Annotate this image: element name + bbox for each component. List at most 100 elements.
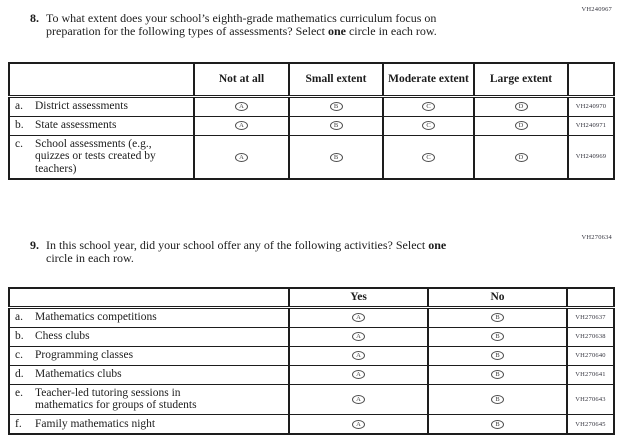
answer-cell: B — [288, 95, 384, 117]
answer-oval-b[interactable]: B — [329, 121, 343, 131]
question-9-text: In this school year, did your school off… — [46, 239, 566, 265]
table-row: a. Mathematics competitions A B VH270637 — [8, 306, 615, 328]
row-label-cell: d. Mathematics clubs — [8, 364, 290, 385]
table-row: e. Teacher-led tutoring sessions in mathe… — [8, 383, 615, 416]
question-9-number: 9. — [30, 238, 39, 252]
row-code: VH270641 — [566, 364, 615, 385]
answer-oval-c[interactable]: C — [422, 152, 435, 162]
row-letter: e. — [15, 386, 23, 399]
table-row: b. Chess clubs A B VH270638 — [8, 326, 615, 347]
q9-activities-table: Yes No a. Mathematics competitions A B VH27063… — [8, 287, 615, 436]
column-header: Moderate extent — [382, 62, 475, 98]
answer-oval-b[interactable]: B — [491, 370, 504, 380]
row-label-cell: c. School assessments (e.g., quizzes or t… — [8, 134, 195, 180]
row-code: VH270640 — [566, 345, 615, 366]
answer-cell: A — [288, 414, 429, 435]
question-8-number: 8. — [30, 11, 39, 25]
row-label: Chess clubs — [35, 330, 90, 343]
answer-cell: B — [288, 134, 384, 180]
answer-cell: A — [288, 306, 429, 328]
answer-cell: C — [382, 134, 475, 180]
row-label: Mathematics competitions — [35, 311, 157, 324]
answer-oval-b[interactable]: B — [491, 313, 504, 323]
question-8-line2-bold: one — [327, 24, 346, 38]
answer-cell: A — [288, 345, 429, 366]
answer-oval-a[interactable]: A — [235, 152, 248, 162]
row-code: VH270645 — [566, 414, 615, 435]
answer-oval-b[interactable]: B — [491, 395, 504, 405]
answer-oval-a[interactable]: A — [352, 351, 365, 361]
question-8-code: VH240967 — [581, 6, 612, 13]
answer-oval-b[interactable]: B — [491, 332, 504, 342]
row-label: Teacher-led tutoring sessions in mathema… — [35, 386, 197, 412]
row-code: VH270638 — [566, 326, 615, 347]
row-letter: d. — [15, 368, 24, 381]
answer-oval-c[interactable]: C — [422, 121, 435, 131]
question-9-line2: circle in each row. — [46, 251, 134, 265]
answer-cell: D — [473, 95, 569, 117]
column-header-empty — [567, 62, 615, 98]
answer-oval-a[interactable]: A — [352, 313, 365, 323]
row-code: VH240969 — [567, 134, 615, 180]
answer-oval-a[interactable]: A — [352, 419, 365, 429]
column-header-empty — [566, 287, 615, 309]
answer-oval-a[interactable]: A — [352, 395, 365, 405]
answer-cell: C — [382, 95, 475, 117]
column-header: Large extent — [473, 62, 569, 98]
q8-assessment-table: Not at all Small extent Moderate extent Lar… — [8, 62, 615, 180]
answer-cell: B — [427, 414, 568, 435]
row-letter: c. — [15, 349, 23, 362]
column-header-empty — [8, 287, 290, 309]
question-9-line1-bold: one — [428, 238, 447, 252]
row-code: VH270643 — [566, 383, 615, 416]
row-letter: b. — [15, 119, 24, 132]
row-label-cell: f. Family mathematics night — [8, 414, 290, 435]
question-9: 9. In this school year, did your school … — [30, 239, 566, 265]
row-label-cell: a. District assessments — [8, 95, 195, 117]
row-label: District assessments — [35, 100, 128, 113]
answer-oval-b[interactable]: B — [491, 419, 504, 429]
answer-cell: B — [288, 115, 384, 136]
answer-oval-a[interactable]: A — [235, 121, 248, 131]
table-row: f. Family mathematics night A B VH270645 — [8, 414, 615, 435]
answer-cell: D — [473, 115, 569, 136]
answer-cell: A — [193, 134, 290, 180]
column-header: No — [427, 287, 568, 309]
answer-cell: B — [427, 306, 568, 328]
answer-oval-b[interactable]: B — [329, 102, 343, 112]
answer-oval-a[interactable]: A — [352, 332, 365, 342]
question-8-text: To what extent does your school’s eighth… — [46, 12, 566, 38]
row-letter: a. — [15, 311, 23, 324]
answer-oval-d[interactable]: D — [514, 102, 528, 112]
answer-cell: C — [382, 115, 475, 136]
question-9-line1-pre: In this school year, did your school off… — [46, 238, 429, 252]
table-row: b. State assessments A B C D VH240971 — [8, 115, 615, 136]
row-label: State assessments — [35, 119, 117, 132]
table-row: d. Mathematics clubs A B VH270641 — [8, 364, 615, 385]
row-label-cell: b. Chess clubs — [8, 326, 290, 347]
answer-oval-a[interactable]: A — [352, 370, 365, 380]
row-code: VH240970 — [567, 95, 615, 117]
column-header: Not at all — [193, 62, 290, 98]
answer-cell: B — [427, 326, 568, 347]
column-header-empty — [8, 62, 195, 98]
row-label: School assessments (e.g., quizzes or tes… — [35, 137, 156, 176]
column-header: Yes — [288, 287, 429, 309]
row-label-cell: e. Teacher-led tutoring sessions in mathe… — [8, 383, 290, 416]
answer-oval-c[interactable]: C — [422, 102, 435, 112]
row-code: VH240971 — [567, 115, 615, 136]
question-9-line1: In this school year, did your school off… — [46, 239, 566, 252]
row-label: Family mathematics night — [35, 417, 156, 430]
answer-cell: A — [193, 115, 290, 136]
answer-oval-b[interactable]: B — [491, 351, 504, 361]
row-label-cell: c. Programming classes — [8, 345, 290, 366]
table-row: a. District assessments A B C D VH240970 — [8, 95, 615, 117]
answer-oval-a[interactable]: A — [235, 102, 248, 112]
answer-cell: B — [427, 383, 568, 416]
answer-oval-b[interactable]: B — [329, 152, 343, 162]
row-letter: c. — [15, 137, 23, 150]
answer-oval-d[interactable]: D — [514, 152, 528, 162]
answer-oval-d[interactable]: D — [514, 121, 528, 131]
answer-cell: B — [427, 364, 568, 385]
